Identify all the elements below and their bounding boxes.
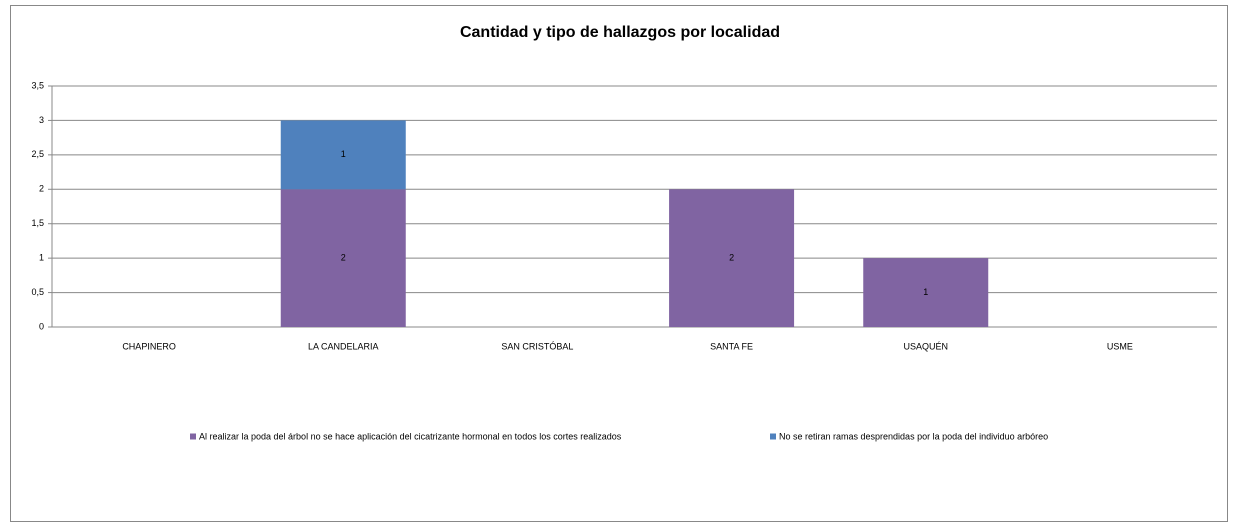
legend-label: Al realizar la poda del árbol no se hace… — [199, 431, 622, 441]
legend-swatch — [770, 433, 776, 440]
y-tick-label: 2,5 — [31, 149, 44, 159]
bar-segment — [280, 120, 406, 190]
x-tick-label: LA CANDELARIA — [308, 341, 379, 351]
data-label: 1 — [923, 287, 928, 297]
y-tick-label: 2 — [39, 184, 44, 194]
x-tick-label: CHAPINERO — [122, 341, 176, 351]
chart-title: Cantidad y tipo de hallazgos por localid… — [460, 24, 780, 41]
bar-segment — [669, 189, 795, 327]
data-label: 2 — [729, 253, 734, 263]
data-label: 2 — [341, 253, 346, 263]
x-tick-label: SAN CRISTÓBAL — [501, 341, 573, 351]
chart-frame — [10, 5, 1228, 522]
bar-segment — [280, 189, 406, 327]
x-tick-label: SANTA FE — [710, 341, 753, 351]
x-tick-label: USAQUÉN — [903, 341, 948, 351]
y-tick-label: 1 — [39, 253, 44, 263]
legend-swatch — [190, 433, 196, 440]
y-tick-label: 1,5 — [31, 218, 44, 228]
bar-segment — [863, 258, 989, 327]
y-tick-label: 3 — [39, 115, 44, 125]
y-tick-label: 0 — [39, 321, 44, 331]
data-label: 1 — [341, 149, 346, 159]
x-tick-label: USME — [1107, 341, 1133, 351]
y-tick-label: 3,5 — [31, 80, 44, 90]
y-tick-label: 0,5 — [31, 287, 44, 297]
legend-label: No se retiran ramas desprendidas por la … — [779, 431, 1048, 441]
